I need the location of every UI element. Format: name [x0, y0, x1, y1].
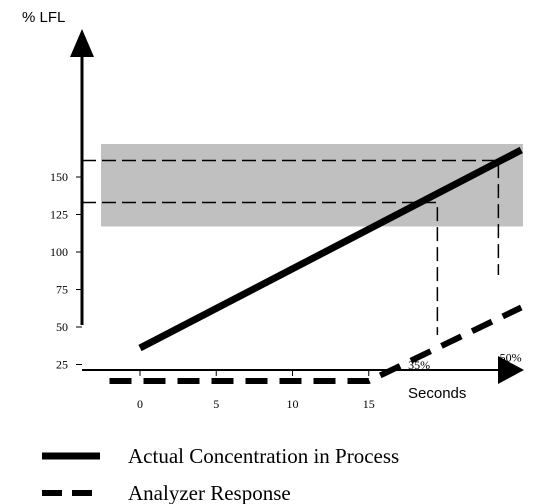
annotation-50-percent: 50%: [500, 351, 522, 365]
y-axis-title: % LFL: [22, 9, 65, 26]
guide-line: [82, 201, 439, 335]
y-axis-arrow: [70, 29, 94, 57]
y-tick-group: 25 50 75 100 125 150: [50, 170, 82, 372]
series-actual-concentration: [138, 146, 523, 352]
legend: Actual Concentration in Process Analyzer…: [42, 444, 399, 504]
x-tick-group: 0 5 10 15: [137, 370, 375, 411]
x-tick-label: 0: [137, 397, 143, 411]
guide-lines: [82, 159, 500, 335]
x-tick-label: 5: [213, 397, 219, 411]
x-axis-arrow: [498, 356, 524, 384]
x-tick-label: 15: [363, 397, 375, 411]
series-analyzer-response: [109, 304, 523, 384]
y-tick-label: 125: [50, 208, 68, 222]
x-axis-title: Seconds: [408, 385, 466, 402]
legend-label-actual: Actual Concentration in Process: [128, 444, 399, 468]
y-tick-label: 50: [56, 320, 68, 334]
y-tick-label: 75: [56, 283, 68, 297]
y-tick-label: 150: [50, 170, 68, 184]
x-tick-label: 10: [287, 397, 299, 411]
y-tick-label: 100: [50, 245, 68, 259]
guide-line: [82, 159, 500, 275]
annotation-35-percent: 35%: [408, 358, 430, 372]
y-tick-label: 25: [56, 358, 68, 372]
legend-label-analyzer: Analyzer Response: [128, 481, 291, 504]
